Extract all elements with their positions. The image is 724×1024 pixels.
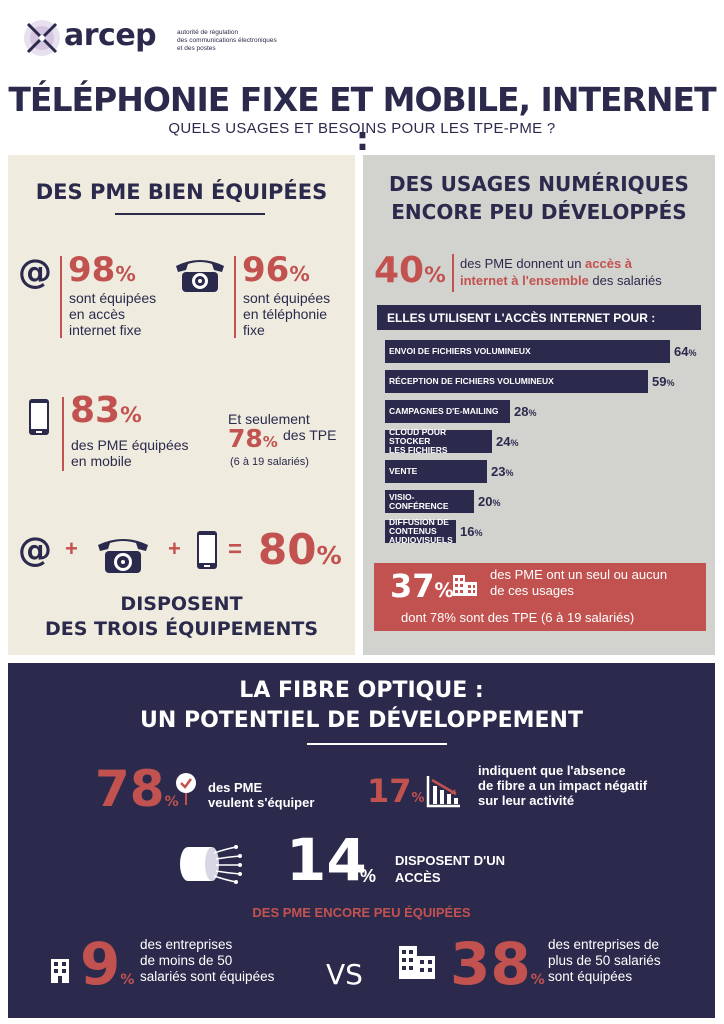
usage-bar-value: 20% — [478, 494, 501, 509]
stat-38: 38% — [450, 930, 545, 998]
usage-bar-value: 23% — [491, 464, 514, 479]
stat-96: 96% — [242, 250, 310, 290]
divider-line — [234, 256, 236, 338]
usage-bar: CLOUD POUR STOCKER LES FICHIERS — [385, 427, 492, 455]
declining-chart-icon — [426, 774, 462, 813]
stat-78: 78% — [228, 424, 278, 453]
usage-bar: VENTE — [385, 460, 487, 483]
stat-98: 98% — [68, 250, 136, 290]
stat-40-text: des PME donnent un accès à internet à l'… — [460, 256, 662, 288]
divider-line — [452, 254, 454, 292]
usage-bar-value: 64% — [674, 344, 697, 359]
stat-78-note: (6 à 19 salariés) — [230, 456, 309, 468]
location-pin-icon — [175, 772, 197, 811]
usage-bar-label: DIFFUSION DE CONTENUS AUDIOVISUELS — [389, 517, 453, 545]
plus-sign: + — [168, 536, 181, 561]
stat-78-pre: Et seulement — [228, 411, 310, 427]
left-panel — [8, 155, 355, 655]
stat-37: 37% — [390, 567, 454, 605]
fibre-cable-icon — [178, 843, 244, 890]
usage-bar: CAMPAGNES D'E-MAILING — [385, 400, 510, 423]
stat-78-post: des TPE — [283, 427, 337, 443]
stat-37-note: dont 78% sont des TPE (6 à 19 salariés) — [401, 610, 635, 625]
right-panel-title: DES USAGES NUMÉRIQUES ENCORE PEU DÉVELOPP… — [389, 172, 689, 224]
usage-bar-label: CLOUD POUR STOCKER LES FICHIERS — [389, 427, 448, 455]
desk-phone-icon — [94, 535, 152, 580]
usage-bar: DIFFUSION DE CONTENUS AUDIOVISUELS — [385, 517, 456, 545]
stat-9: 9% — [80, 930, 135, 998]
left-panel-title: DES PME BIEN ÉQUIPÉES — [35, 180, 328, 204]
usage-bar-label: VENTE — [389, 466, 418, 476]
divider-line — [62, 397, 64, 471]
usage-bar-label: VISIO-CONFÉRENCE — [389, 491, 449, 511]
usage-bar-label: ENVOI DE FICHIERS VOLUMINEUX — [389, 346, 531, 356]
fibre-title-rule — [307, 743, 447, 745]
fibre-title: LA FIBRE OPTIQUE : UN POTENTIEL DE DÉVELO… — [140, 678, 583, 733]
usage-bar: RÉCEPTION DE FICHIERS VOLUMINEUX — [385, 370, 648, 393]
mobile-phone-icon — [196, 530, 218, 575]
stat-83: 83% — [70, 390, 142, 431]
usage-bar-value: 16% — [460, 524, 483, 539]
building-icon — [452, 573, 478, 602]
stat-17: 17% — [367, 772, 425, 810]
equals-sign: = — [228, 536, 243, 563]
page-title: TÉLÉPHONIE FIXE ET MOBILE, INTERNET : — [8, 80, 716, 158]
buildings-icon — [398, 944, 436, 985]
stat-98-text: sont équipées en accès internet fixe — [69, 290, 157, 338]
fibre-subhead: DES PME ENCORE PEU ÉQUIPÉES — [252, 905, 471, 920]
stat-17-text: indiquent que l'absence de fibre a un imp… — [478, 763, 648, 808]
stat-83-text: des PME équipées en mobile — [71, 437, 189, 469]
logo-subtitle: autorité de régulation des communication… — [177, 29, 277, 52]
usage-banner: ELLES UTILISENT L'ACCÈS INTERNET POUR : — [377, 305, 701, 330]
desk-phone-icon — [172, 256, 228, 299]
stat-14: 14 — [286, 826, 367, 894]
stat-80: 80% — [258, 525, 342, 574]
stat-78-fibre: 78% — [95, 760, 179, 818]
stat-9-text: des entreprises de moins de 50 salariés so… — [140, 937, 275, 984]
stat-14-text: DISPOSENT D'UN ACCÈS — [395, 853, 505, 885]
stat-38-text: des entreprises de plus de 50 salariés son… — [548, 937, 661, 984]
left-title-rule — [115, 213, 265, 215]
divider-line — [60, 256, 62, 338]
plus-sign: + — [65, 536, 78, 561]
usage-bar: VISIO-CONFÉRENCE — [385, 490, 474, 513]
logo-text: arcep — [64, 18, 157, 53]
building-icon — [50, 958, 70, 989]
mobile-phone-icon — [28, 398, 50, 441]
usage-bar: ENVOI DE FICHIERS VOLUMINEUX — [385, 340, 670, 363]
stat-37-box — [374, 563, 706, 631]
stat-37-text: des PME ont un seul ou aucun de ces usage… — [490, 567, 668, 598]
stat-40: 40% — [374, 250, 446, 291]
page-subtitle: QUELS USAGES ET BESOINS POUR LES TPE-PME… — [168, 120, 556, 137]
at-icon: @ — [18, 252, 52, 292]
at-icon: @ — [18, 530, 52, 570]
arcep-logo-icon — [22, 18, 62, 58]
stat-78-fibre-text: des PME veulent s'équiper — [208, 780, 315, 810]
usage-bar-label: RÉCEPTION DE FICHIERS VOLUMINEUX — [389, 376, 554, 386]
usage-bar-label: CAMPAGNES D'E-MAILING — [389, 406, 499, 416]
usage-bar-value: 24% — [496, 434, 519, 449]
stat-96-text: sont équipées en téléphonie fixe — [243, 290, 331, 338]
usage-bar-value: 59% — [652, 374, 675, 389]
stat-14-pct: % — [360, 866, 377, 886]
usage-bar-value: 28% — [514, 404, 537, 419]
combo-caption: DISPOSENT DES TROIS ÉQUIPEMENTS — [44, 593, 319, 640]
fibre-section — [8, 663, 715, 1018]
vs-label: VS — [326, 958, 363, 991]
